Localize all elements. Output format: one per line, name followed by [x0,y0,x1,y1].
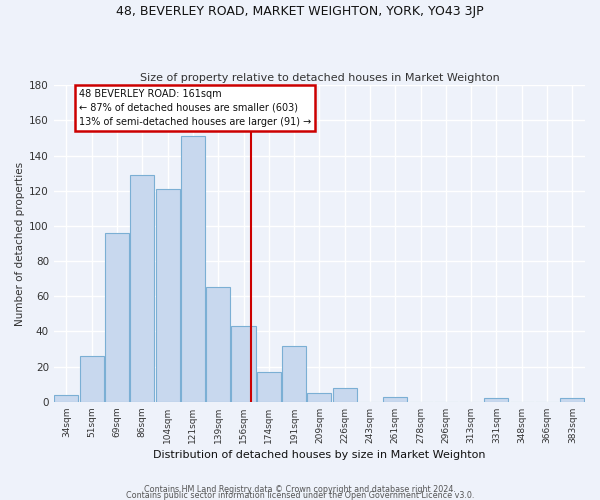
Bar [181,136,205,402]
Bar [484,398,508,402]
Y-axis label: Number of detached properties: Number of detached properties [15,162,25,326]
Bar [130,175,154,402]
Bar [155,189,179,402]
Bar [105,233,129,402]
Bar [232,326,256,402]
Bar [206,288,230,402]
Text: 48 BEVERLEY ROAD: 161sqm
← 87% of detached houses are smaller (603)
13% of semi-: 48 BEVERLEY ROAD: 161sqm ← 87% of detach… [79,88,311,126]
Text: Contains public sector information licensed under the Open Government Licence v3: Contains public sector information licen… [126,490,474,500]
Bar [55,395,79,402]
Bar [383,396,407,402]
Bar [560,398,584,402]
Bar [307,393,331,402]
Text: 48, BEVERLEY ROAD, MARKET WEIGHTON, YORK, YO43 3JP: 48, BEVERLEY ROAD, MARKET WEIGHTON, YORK… [116,5,484,18]
Text: Contains HM Land Registry data © Crown copyright and database right 2024.: Contains HM Land Registry data © Crown c… [144,484,456,494]
Bar [80,356,104,402]
Bar [257,372,281,402]
Bar [282,346,306,402]
Bar [332,388,357,402]
Title: Size of property relative to detached houses in Market Weighton: Size of property relative to detached ho… [140,73,499,83]
X-axis label: Distribution of detached houses by size in Market Weighton: Distribution of detached houses by size … [153,450,485,460]
